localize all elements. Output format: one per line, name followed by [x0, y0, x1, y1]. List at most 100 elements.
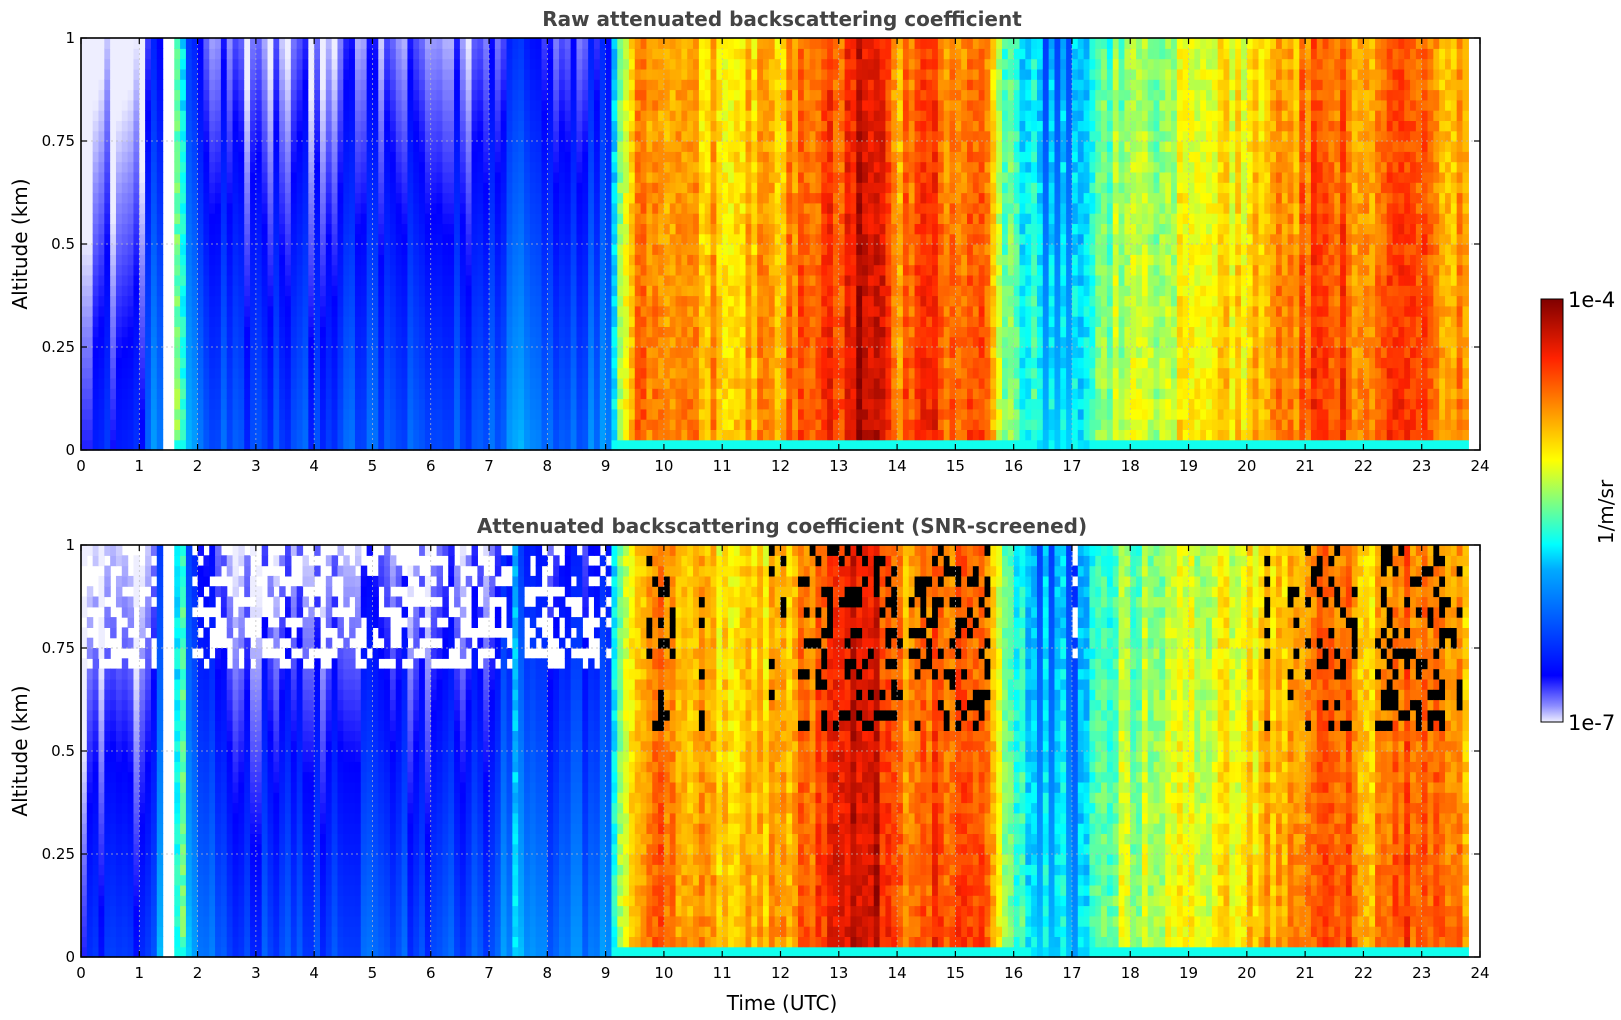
heatmap-cell	[746, 48, 752, 59]
heatmap-cell	[681, 38, 687, 49]
heatmap-cell	[221, 110, 227, 121]
heatmap-cell	[122, 306, 128, 317]
heatmap-cell	[262, 429, 268, 440]
heatmap-cell	[122, 265, 128, 276]
heatmap-cell	[372, 172, 378, 183]
heatmap-cell	[594, 337, 600, 348]
heatmap-cell	[396, 254, 402, 265]
heatmap-cell	[763, 110, 769, 121]
heatmap-cell	[227, 409, 233, 420]
heatmap-cell	[722, 110, 728, 121]
heatmap-cell	[530, 234, 536, 245]
heatmap-cell	[198, 100, 204, 111]
heatmap-cell	[343, 100, 349, 111]
heatmap-cell	[407, 172, 413, 183]
heatmap-cell	[87, 440, 93, 451]
heatmap-cell	[203, 265, 209, 276]
heatmap-cell	[705, 100, 711, 111]
heatmap-cell	[757, 244, 763, 255]
heatmap-cell	[291, 409, 297, 420]
heatmap-cell	[652, 203, 658, 214]
heatmap-cell	[198, 368, 204, 379]
heatmap-cell	[530, 151, 536, 162]
heatmap-cell	[227, 59, 233, 70]
heatmap-cell	[781, 213, 787, 224]
heatmap-cell	[582, 254, 588, 265]
heatmap-cell	[256, 429, 262, 440]
heatmap-cell	[547, 296, 553, 307]
heatmap-cell	[87, 347, 93, 358]
heatmap-cell	[501, 172, 507, 183]
heatmap-cell	[781, 347, 787, 358]
heatmap-cell	[110, 162, 116, 173]
heatmap-cell	[769, 193, 775, 204]
heatmap-cell	[582, 90, 588, 101]
heatmap-cell	[536, 120, 542, 131]
heatmap-cell	[588, 120, 594, 131]
heatmap-cell	[652, 388, 658, 399]
heatmap-cell	[804, 357, 810, 368]
heatmap-cell	[372, 223, 378, 234]
heatmap-cell	[804, 275, 810, 286]
heatmap-cell	[256, 90, 262, 101]
heatmap-cell	[734, 38, 740, 49]
heatmap-cell	[279, 141, 285, 152]
heatmap-cell	[279, 388, 285, 399]
heatmap-cell	[553, 440, 559, 451]
heatmap-cell	[588, 141, 594, 152]
heatmap-cell	[238, 388, 244, 399]
heatmap-cell	[576, 399, 582, 410]
heatmap-cell	[728, 172, 734, 183]
heatmap-cell	[769, 357, 775, 368]
heatmap-cell	[192, 347, 198, 358]
heatmap-cell	[786, 223, 792, 234]
heatmap-cell	[734, 48, 740, 59]
heatmap-cell	[757, 399, 763, 410]
heatmap-cell	[600, 419, 606, 430]
heatmap-cell	[326, 326, 332, 337]
heatmap-cell	[530, 120, 536, 131]
heatmap-cell	[390, 244, 396, 255]
heatmap-cell	[425, 388, 431, 399]
heatmap-cell	[536, 316, 542, 327]
heatmap-cell	[81, 213, 87, 224]
heatmap-cell	[221, 120, 227, 131]
heatmap-cell	[705, 409, 711, 420]
heatmap-cell	[157, 254, 163, 265]
heatmap-cell	[384, 244, 390, 255]
heatmap-cell	[518, 419, 524, 430]
heatmap-cell	[524, 141, 530, 152]
heatmap-cell	[798, 254, 804, 265]
heatmap-cell	[606, 419, 612, 430]
heatmap-cell	[233, 120, 239, 131]
heatmap-cell	[355, 172, 361, 183]
heatmap-cell	[670, 347, 676, 358]
heatmap-cell	[483, 162, 489, 173]
heatmap-cell	[716, 120, 722, 131]
heatmap-cell	[238, 254, 244, 265]
heatmap-cell	[728, 316, 734, 327]
heatmap-cell	[798, 285, 804, 296]
heatmap-cell	[279, 69, 285, 80]
heatmap-cell	[792, 316, 798, 327]
heatmap-cell	[378, 399, 384, 410]
heatmap-cell	[110, 100, 116, 111]
heatmap-cell	[437, 131, 443, 142]
heatmap-cell	[314, 326, 320, 337]
heatmap-cell	[203, 419, 209, 430]
heatmap-cell	[221, 193, 227, 204]
heatmap-cell	[192, 141, 198, 152]
heatmap-cell	[378, 440, 384, 451]
heatmap-cell	[553, 223, 559, 234]
heatmap-cell	[495, 326, 501, 337]
heatmap-cell	[367, 48, 373, 59]
heatmap-cell	[466, 110, 472, 121]
heatmap-cell	[501, 285, 507, 296]
heatmap-cell	[361, 90, 367, 101]
heatmap-cell	[781, 409, 787, 420]
heatmap-cell	[215, 234, 221, 245]
heatmap-cell	[151, 399, 157, 410]
heatmap-cell	[402, 69, 408, 80]
heatmap-cell	[116, 254, 122, 265]
heatmap-cell	[268, 172, 274, 183]
